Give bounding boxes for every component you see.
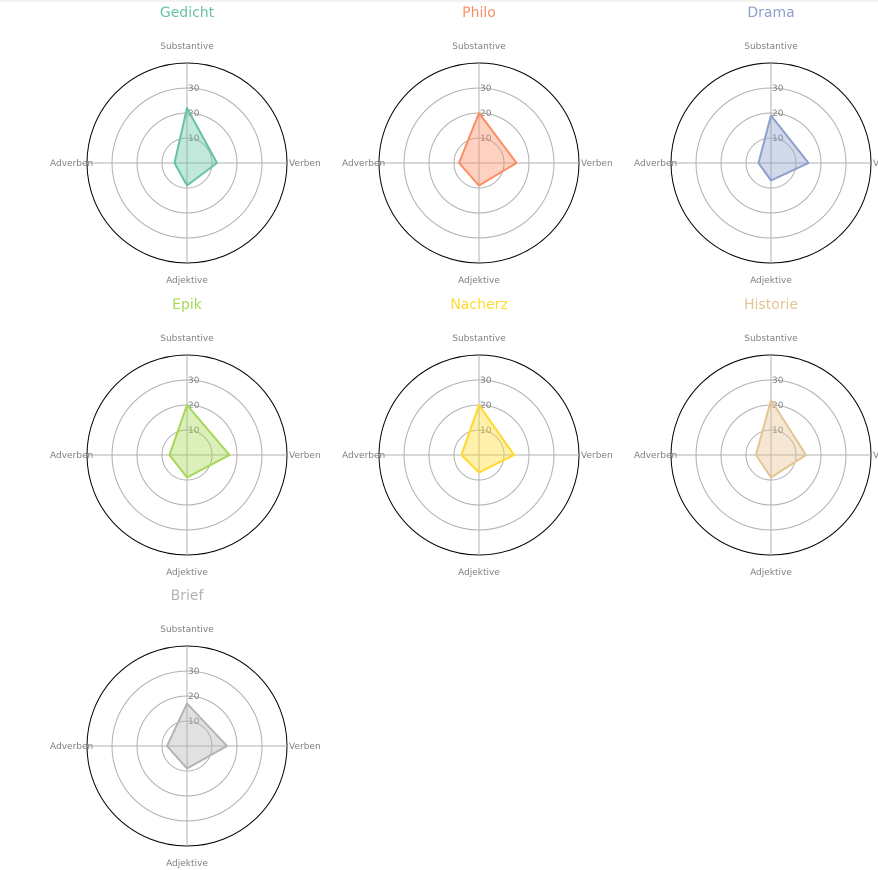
radar-panel-historie: 10 20 30 Substantive Verben Adjektive Adverben… [634, 297, 878, 578]
radar-tick-label: 30 [480, 84, 492, 94]
radar-axis-label: Substantive [160, 625, 214, 635]
radar-tick-label: 20 [480, 401, 492, 411]
radar-tick-label: 10 [772, 426, 784, 436]
radar-tick-label: 10 [772, 134, 784, 144]
radar-axis-label: Adverben [50, 742, 93, 752]
radar-tick-label: 10 [480, 134, 492, 144]
top-border [0, 0, 878, 2]
radar-axis-label: Substantive [160, 334, 214, 344]
radar-axis-label: Adverben [342, 451, 385, 461]
radar-panel-epik: 10 20 30 Substantive Verben Adjektive Adverben… [50, 297, 321, 578]
radar-title: Nacherz [450, 297, 507, 313]
radar-axis-label: Adjektive [750, 276, 792, 286]
radar-axis-label: Adverben [50, 159, 93, 169]
radar-axis-label: Adjektive [166, 276, 208, 286]
radar-axis-label: Substantive [452, 42, 506, 52]
radar-axis-label: Verben [581, 451, 613, 461]
radar-panel-drama: 10 20 30 Substantive Verben Adjektive Adverben… [634, 5, 878, 286]
radar-tick-label: 20 [188, 401, 200, 411]
radar-tick-label: 30 [188, 667, 200, 677]
radar-axis-label: Verben [289, 742, 321, 752]
radar-panel-gedicht: 10 20 30 Substantive Verben Adjektive Adverben… [50, 5, 321, 286]
radar-tick-label: 30 [188, 376, 200, 386]
radar-axis-label: Verben [873, 159, 878, 169]
radar-title: Gedicht [160, 5, 215, 21]
radar-axis-label: Adjektive [750, 568, 792, 578]
radar-title: Philo [462, 5, 496, 21]
radar-axis-label: Verben [873, 451, 878, 461]
radar-axis-label: Substantive [744, 42, 798, 52]
radar-tick-label: 20 [188, 692, 200, 702]
radar-panel-brief: 10 20 30 Substantive Verben Adjektive Adverben… [50, 588, 321, 869]
radar-tick-label: 10 [480, 426, 492, 436]
radar-series-area [166, 702, 228, 770]
radar-series-area [168, 404, 231, 479]
radar-tick-label: 20 [772, 401, 784, 411]
radar-tick-label: 10 [188, 134, 200, 144]
radar-panel-nacherz: 10 20 30 Substantive Verben Adjektive Adverben… [342, 297, 613, 578]
radar-tick-label: 20 [188, 109, 200, 119]
radar-axis-label: Adjektive [166, 859, 208, 869]
radar-title: Brief [171, 588, 205, 604]
radar-panel-philo: 10 20 30 Substantive Verben Adjektive Adverben… [342, 5, 613, 286]
radar-axis-label: Adverben [634, 451, 677, 461]
radar-tick-label: 30 [772, 376, 784, 386]
radar-axis-label: Adjektive [166, 568, 208, 578]
radar-series-area [460, 404, 515, 474]
radar-series-area [458, 112, 518, 187]
radar-axis-label: Verben [581, 159, 613, 169]
radar-axis-label: Adjektive [458, 568, 500, 578]
radar-axis-label: Adverben [634, 159, 677, 169]
radar-title: Epik [172, 297, 203, 313]
radar-axis-label: Substantive [452, 334, 506, 344]
radar-tick-label: 20 [480, 109, 492, 119]
radar-axis-label: Adverben [50, 451, 93, 461]
radar-tick-label: 10 [188, 717, 200, 727]
radar-axis-label: Adjektive [458, 276, 500, 286]
radar-axis-label: Substantive [160, 42, 214, 52]
radar-tick-label: 20 [772, 109, 784, 119]
radar-title: Drama [747, 5, 794, 21]
radar-axis-label: Adverben [342, 159, 385, 169]
radar-axis-label: Substantive [744, 334, 798, 344]
radar-tick-label: 10 [188, 426, 200, 436]
radar-series-area [173, 107, 218, 187]
radar-tick-label: 30 [480, 376, 492, 386]
radar-series-area [757, 114, 810, 182]
radar-axis-label: Verben [289, 159, 321, 169]
radar-series-area [755, 399, 807, 479]
radar-axis-label: Verben [289, 451, 321, 461]
radar-tick-label: 30 [188, 84, 200, 94]
radar-title: Historie [744, 297, 798, 313]
radar-tick-label: 30 [772, 84, 784, 94]
